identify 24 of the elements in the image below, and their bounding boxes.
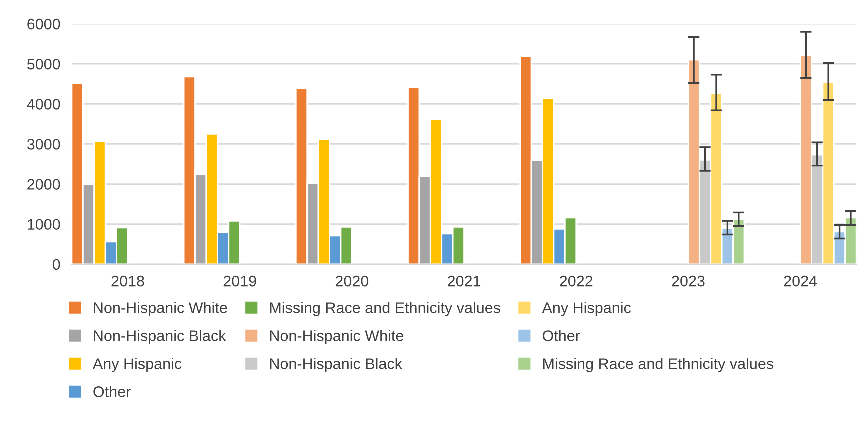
legend-label: Non-Hispanic White xyxy=(270,330,404,344)
x-tick-label: 2024 xyxy=(784,276,818,287)
x-tick-label: 2019 xyxy=(224,276,256,287)
x-tick-label: 2023 xyxy=(672,276,705,287)
y-tick-label: 2000 xyxy=(28,179,60,190)
x-tick-label: 2018 xyxy=(112,276,144,287)
legend-label: Any Hispanic xyxy=(92,358,182,372)
x-tick-label: 2022 xyxy=(560,276,593,287)
legend-label: Non-Hispanic White xyxy=(94,302,228,316)
y-tick-label: 3000 xyxy=(27,139,60,150)
legend-label: Any Hispanic xyxy=(542,302,631,316)
y-tick-label: 6000 xyxy=(28,18,60,30)
y-tick-label: 0 xyxy=(52,259,60,270)
legend-label: Non-Hispanic Black xyxy=(270,358,403,372)
legend-label: Missing Race and Ethnicity values xyxy=(543,358,774,372)
y-tick-label: 4000 xyxy=(27,99,60,110)
legend-label: Non-Hispanic Black xyxy=(94,330,226,344)
legend-label: Missing Race and Ethnicity values xyxy=(270,302,500,316)
legend-label: Other xyxy=(542,330,580,342)
legend-label: Other xyxy=(94,386,131,398)
y-tick-label: 1000 xyxy=(28,219,60,230)
y-tick-label: 5000 xyxy=(27,58,60,70)
x-tick-label: 2020 xyxy=(336,276,369,287)
x-tick-label: 2021 xyxy=(448,276,481,287)
